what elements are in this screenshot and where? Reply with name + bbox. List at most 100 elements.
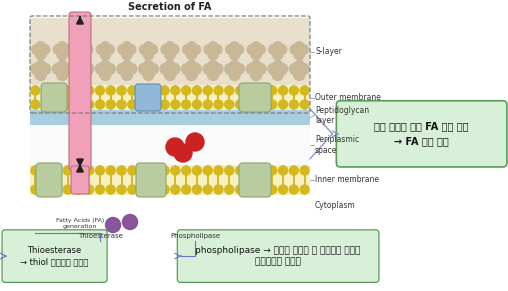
Circle shape	[190, 63, 202, 74]
Text: phospholipase → 완성된 인지질 중 지방산의 결합을
선택적으로 끊어줌: phospholipase → 완성된 인지질 중 지방산의 결합을 선택적으로…	[196, 246, 361, 267]
Circle shape	[57, 70, 68, 81]
Circle shape	[298, 63, 309, 74]
Circle shape	[273, 61, 282, 70]
Circle shape	[300, 185, 309, 194]
Circle shape	[300, 86, 309, 95]
Circle shape	[52, 166, 61, 175]
Circle shape	[212, 45, 222, 54]
Circle shape	[79, 50, 89, 60]
Circle shape	[165, 61, 175, 70]
Circle shape	[171, 86, 180, 95]
Circle shape	[268, 185, 277, 194]
FancyBboxPatch shape	[36, 163, 62, 197]
Circle shape	[101, 42, 110, 50]
Circle shape	[42, 100, 51, 109]
Circle shape	[203, 185, 212, 194]
Circle shape	[208, 70, 218, 81]
Circle shape	[74, 100, 83, 109]
Circle shape	[160, 63, 171, 74]
Circle shape	[193, 166, 202, 175]
FancyBboxPatch shape	[239, 163, 271, 197]
Circle shape	[128, 166, 137, 175]
Circle shape	[171, 166, 180, 175]
Circle shape	[149, 86, 158, 95]
Circle shape	[300, 100, 309, 109]
Circle shape	[160, 185, 169, 194]
Circle shape	[294, 70, 305, 81]
Circle shape	[236, 100, 244, 109]
Circle shape	[203, 63, 214, 74]
Circle shape	[295, 42, 303, 50]
Circle shape	[278, 86, 288, 95]
Circle shape	[96, 63, 107, 74]
Circle shape	[63, 100, 72, 109]
Circle shape	[300, 166, 309, 175]
Circle shape	[214, 86, 223, 95]
Bar	[30, 85, 310, 110]
Circle shape	[128, 100, 137, 109]
Circle shape	[236, 86, 244, 95]
Circle shape	[182, 100, 190, 109]
Circle shape	[214, 185, 223, 194]
Circle shape	[106, 86, 115, 95]
Circle shape	[230, 50, 240, 60]
FancyBboxPatch shape	[239, 83, 271, 112]
Circle shape	[278, 100, 288, 109]
Circle shape	[83, 63, 94, 74]
Circle shape	[31, 100, 40, 109]
Circle shape	[229, 70, 240, 81]
Circle shape	[61, 45, 71, 54]
Circle shape	[139, 86, 148, 95]
Circle shape	[187, 61, 196, 70]
Circle shape	[268, 63, 279, 74]
Bar	[30, 195, 310, 215]
Circle shape	[122, 50, 132, 60]
FancyBboxPatch shape	[71, 166, 89, 194]
Circle shape	[268, 86, 277, 95]
Circle shape	[182, 185, 190, 194]
Circle shape	[225, 86, 234, 95]
Circle shape	[61, 63, 72, 74]
Circle shape	[52, 100, 61, 109]
Circle shape	[85, 86, 94, 95]
Circle shape	[225, 166, 234, 175]
Circle shape	[74, 86, 83, 95]
Circle shape	[246, 86, 255, 95]
Text: Fatty Acids (FA)
generation: Fatty Acids (FA) generation	[56, 218, 104, 229]
Circle shape	[101, 61, 110, 70]
Circle shape	[52, 63, 64, 74]
Circle shape	[290, 166, 298, 175]
FancyBboxPatch shape	[2, 230, 107, 282]
Circle shape	[144, 42, 153, 50]
Circle shape	[246, 166, 255, 175]
Circle shape	[257, 100, 266, 109]
Circle shape	[160, 166, 169, 175]
Circle shape	[85, 185, 94, 194]
Circle shape	[246, 63, 257, 74]
Circle shape	[255, 63, 266, 74]
Circle shape	[182, 45, 193, 54]
Circle shape	[268, 166, 277, 175]
Circle shape	[36, 50, 46, 60]
Circle shape	[186, 70, 197, 81]
Circle shape	[58, 42, 67, 50]
Text: Peptidoglycan
layer: Peptidoglycan layer	[315, 106, 369, 125]
Circle shape	[186, 133, 204, 151]
FancyBboxPatch shape	[41, 83, 67, 112]
Circle shape	[193, 100, 202, 109]
Bar	[30, 165, 310, 195]
Circle shape	[117, 63, 128, 74]
Circle shape	[96, 100, 105, 109]
Text: Periplasmic
space: Periplasmic space	[315, 135, 359, 155]
Circle shape	[269, 45, 279, 54]
Circle shape	[104, 45, 114, 54]
Circle shape	[126, 63, 137, 74]
Circle shape	[31, 63, 42, 74]
Circle shape	[63, 185, 72, 194]
Circle shape	[149, 100, 158, 109]
Circle shape	[53, 45, 64, 54]
Circle shape	[186, 50, 197, 60]
Circle shape	[278, 185, 288, 194]
Circle shape	[251, 61, 261, 70]
FancyBboxPatch shape	[136, 163, 166, 197]
